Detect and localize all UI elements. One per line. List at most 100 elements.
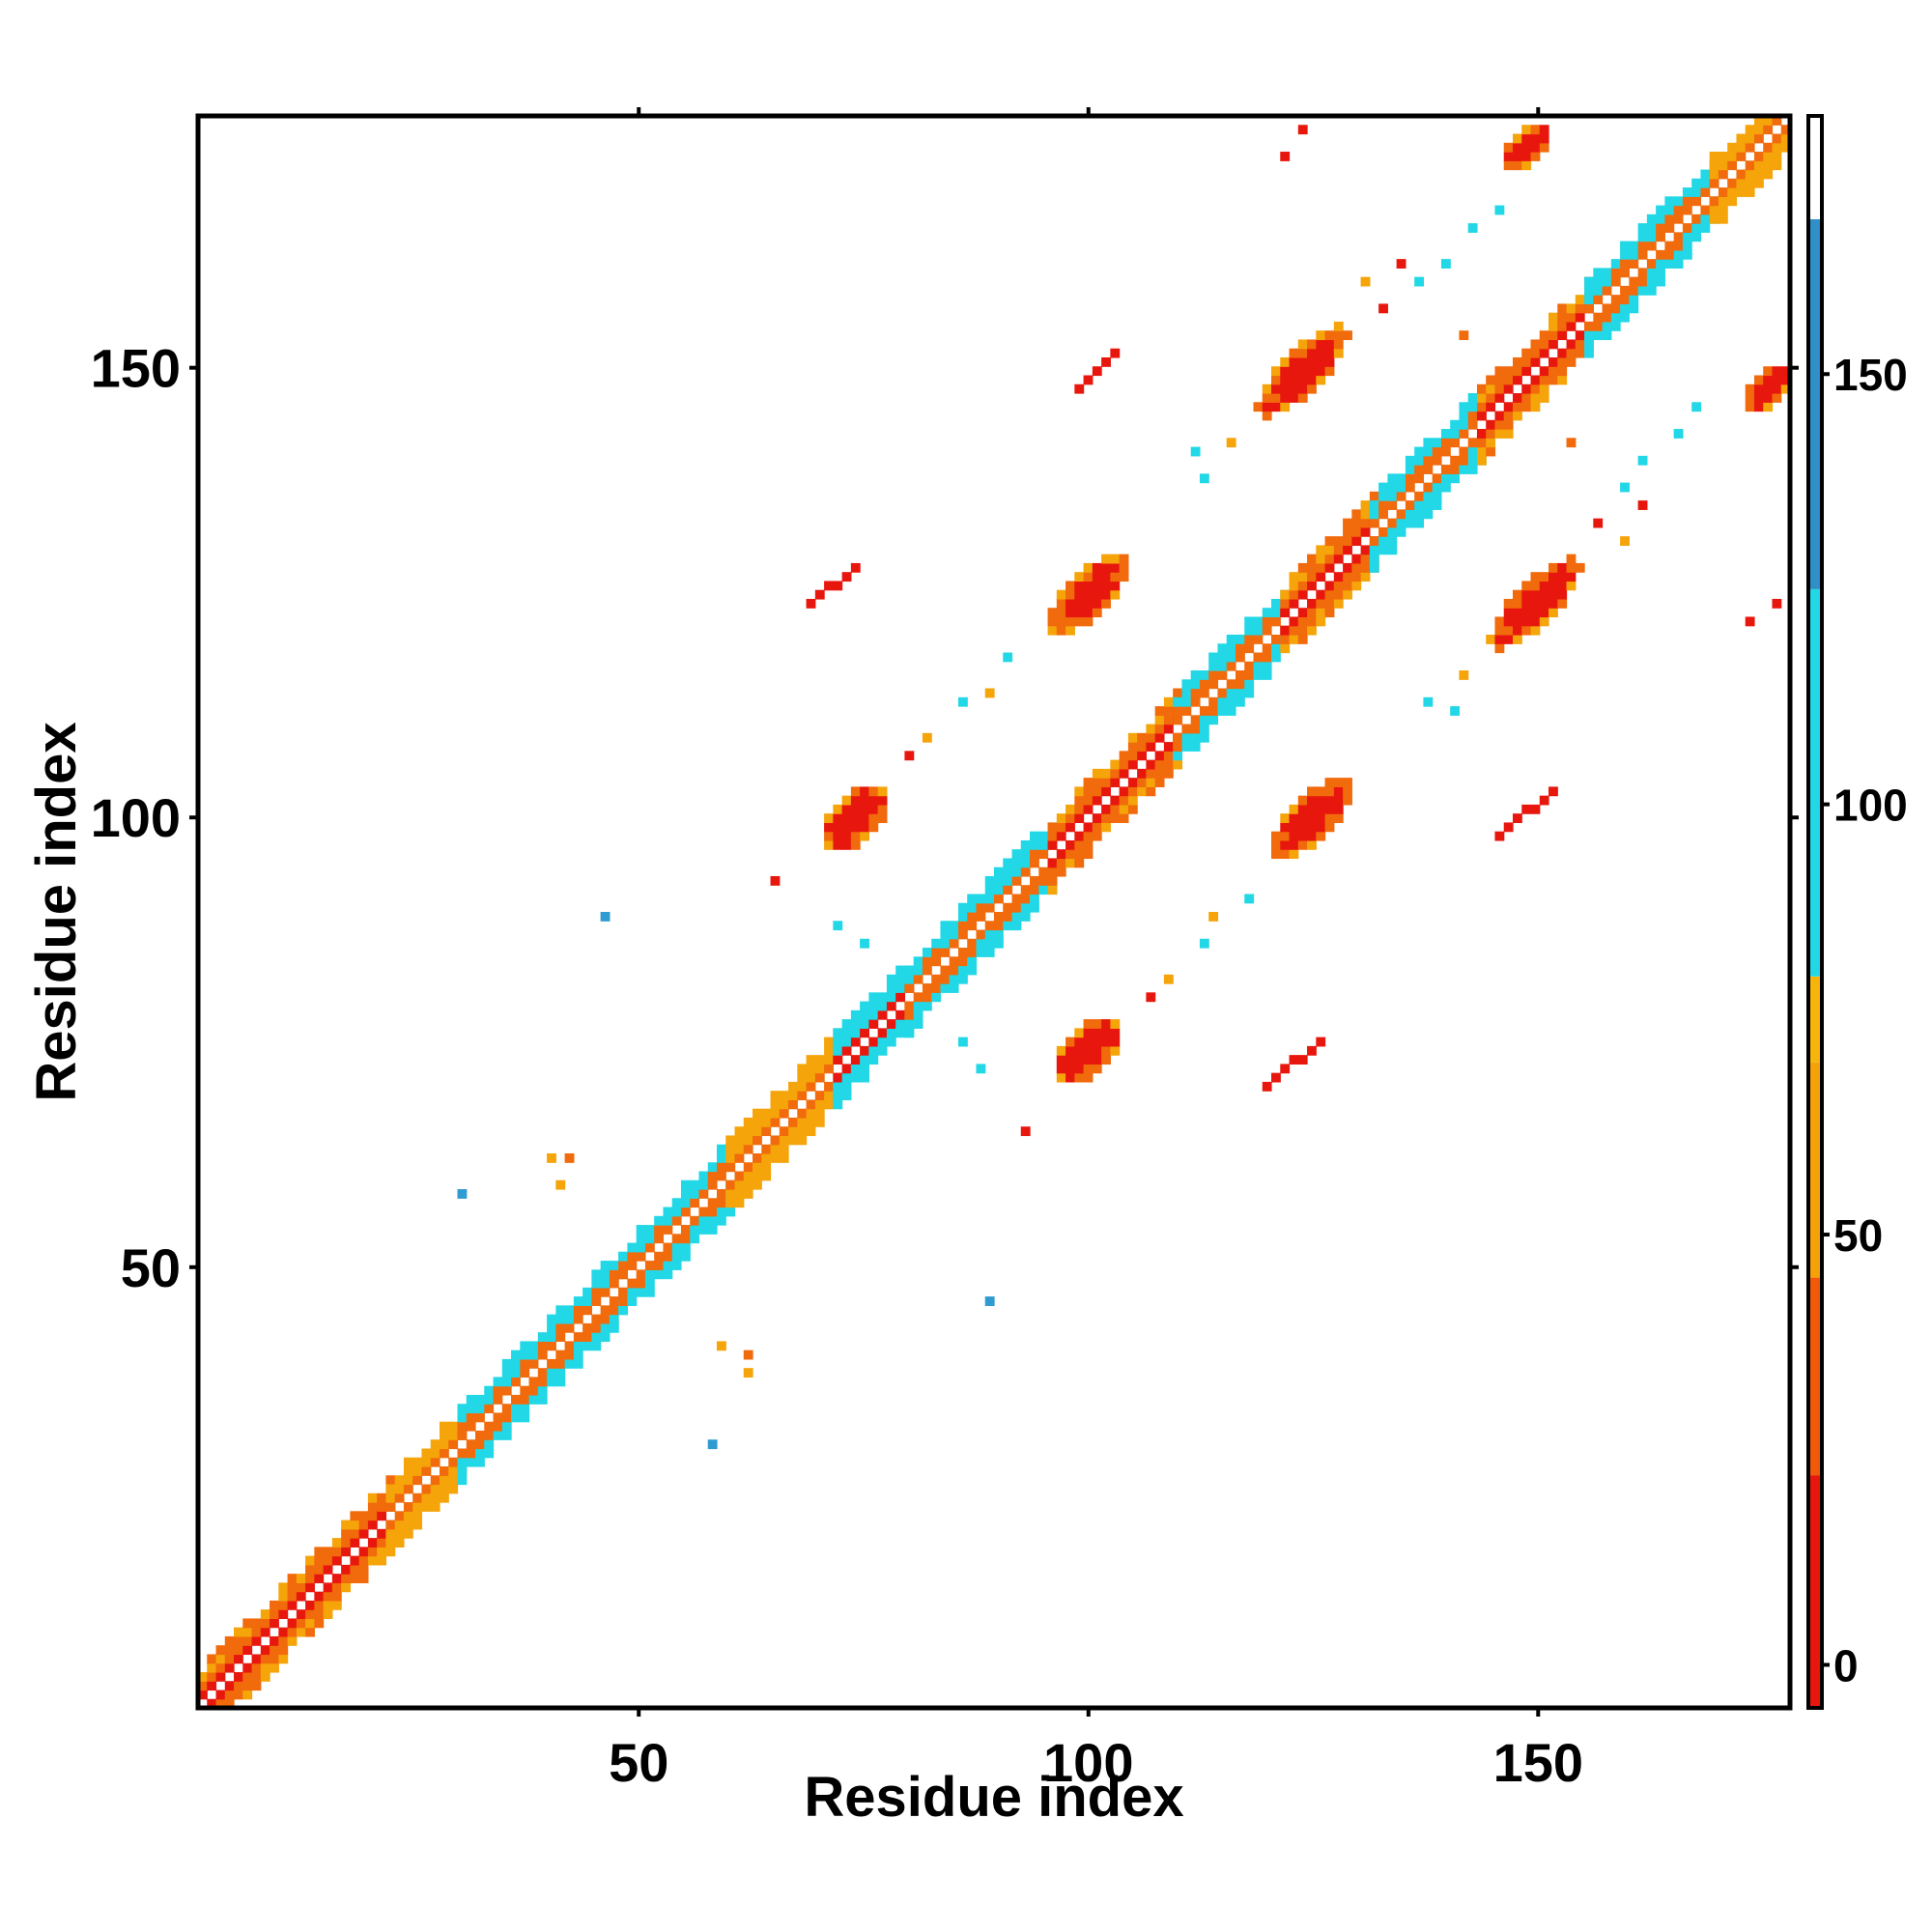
diagonal-cell [385, 1484, 396, 1494]
diagonal-cell [323, 1600, 333, 1610]
diagonal-cell [1181, 724, 1192, 734]
diagonal-cell [716, 1152, 726, 1163]
diagonal-cell [1610, 303, 1621, 314]
diagonal-cell [520, 1368, 530, 1378]
diagonal-cell [1682, 223, 1692, 233]
diagonal-cell [1763, 169, 1774, 180]
diagonal-cell [1047, 831, 1058, 841]
diagonal-cell [1297, 589, 1308, 600]
diagonal-cell [1101, 822, 1111, 833]
contact-cell [1503, 634, 1514, 644]
diagonal-cell [1753, 133, 1764, 144]
diagonal-cell [1343, 589, 1352, 600]
diagonal-cell [886, 1028, 896, 1038]
diagonal-cell [1083, 786, 1094, 797]
diagonal-cell [1664, 196, 1675, 207]
diagonal-cell [323, 1591, 333, 1602]
contact-cell [877, 786, 888, 797]
contact-cell [1297, 348, 1308, 358]
diagonal-cell [1038, 849, 1049, 860]
diagonal-cell [1387, 518, 1398, 528]
contact-cell [1083, 562, 1094, 573]
diagonal-cell [913, 1019, 923, 1029]
diagonal-cell [833, 1081, 843, 1092]
contact-cell [1083, 1019, 1094, 1029]
diagonal-cell [242, 1627, 253, 1637]
diagonal-cell [609, 1322, 619, 1333]
diagonal-cell [1190, 742, 1201, 752]
contact-cell [868, 822, 879, 833]
diagonal-cell [1539, 393, 1549, 403]
diagonal-cell [385, 1538, 396, 1548]
diagonal-cell [1083, 778, 1094, 787]
diagonal-cell [537, 1394, 548, 1405]
diagonal-cell [753, 1117, 762, 1127]
diagonal-cell [555, 1322, 566, 1333]
diagonal-cell [1333, 581, 1344, 591]
contact-cell [1065, 589, 1075, 600]
diagonal-cell [430, 1475, 440, 1486]
diagonal-cell [1083, 849, 1094, 860]
contact-cell [1280, 366, 1291, 377]
diagonal-cell [1020, 894, 1031, 904]
contact-cell [1083, 572, 1094, 582]
diagonal-cell [1646, 285, 1657, 296]
diagonal-cell [949, 983, 959, 993]
diagonal-cell [1494, 384, 1505, 394]
diagonal-cell [430, 1439, 440, 1450]
diagonal-cell [1664, 241, 1675, 251]
contact-cell [1324, 786, 1335, 797]
contact-cell [1780, 366, 1791, 377]
diagonal-cell [582, 1305, 592, 1316]
diagonal-cell [1316, 598, 1326, 609]
diagonal-cell [1199, 732, 1209, 743]
diagonal-cell [1387, 491, 1398, 501]
contact-cell [1512, 142, 1522, 153]
diagonal-cell [278, 1609, 289, 1620]
diagonal-cell [922, 983, 932, 993]
diagonal-cell [770, 1135, 781, 1146]
diagonal-cell [1360, 545, 1371, 555]
contact-cell [1316, 831, 1326, 841]
diagonal-cell [1691, 213, 1702, 224]
diagonal-cell [1486, 384, 1496, 394]
diagonal-cell [466, 1448, 476, 1459]
diagonal-cell [564, 1358, 575, 1369]
diagonal-cell [841, 1072, 852, 1083]
diagonal-cell [1745, 169, 1755, 180]
diagonal-cell [520, 1350, 530, 1360]
contact-cell [1530, 581, 1541, 591]
diagonal-cell [1065, 858, 1075, 868]
contact-cell [1745, 393, 1755, 403]
contact-cell [1521, 598, 1532, 609]
diagonal-cell [1235, 634, 1245, 644]
contact-cell [1289, 849, 1299, 860]
diagonal-cell [1244, 616, 1255, 627]
diagonal-cell [671, 1215, 682, 1226]
diagonal-cell [591, 1278, 602, 1289]
contact-cell [1521, 152, 1532, 161]
contact-cell [1548, 589, 1558, 600]
diagonal-cell [1297, 608, 1308, 618]
contact-cell [1101, 562, 1111, 573]
diagonal-cell [537, 1332, 548, 1343]
contact-cell [824, 839, 834, 850]
diagonal-cell [331, 1600, 342, 1610]
diagonal-cell [1664, 249, 1675, 260]
contact-cell [1539, 133, 1549, 144]
diagonal-cell [224, 1698, 235, 1709]
diagonal-cell [1226, 643, 1236, 654]
diagonal-cell [618, 1261, 629, 1270]
diagonal-cell [1065, 849, 1075, 860]
y-tick-label: 100 [91, 787, 181, 848]
diagonal-cell [868, 1045, 879, 1056]
colorbar-segment [1808, 116, 1822, 219]
diagonal-cell [1450, 419, 1461, 430]
diagonal-cell [609, 1296, 619, 1306]
diagonal-cell [1691, 223, 1702, 233]
diagonal-cell [994, 912, 1004, 922]
diagonal-cell [1208, 706, 1219, 716]
diagonal-cell [564, 1350, 575, 1360]
diagonal-cell [358, 1564, 369, 1575]
diagonal-cell [448, 1475, 459, 1486]
